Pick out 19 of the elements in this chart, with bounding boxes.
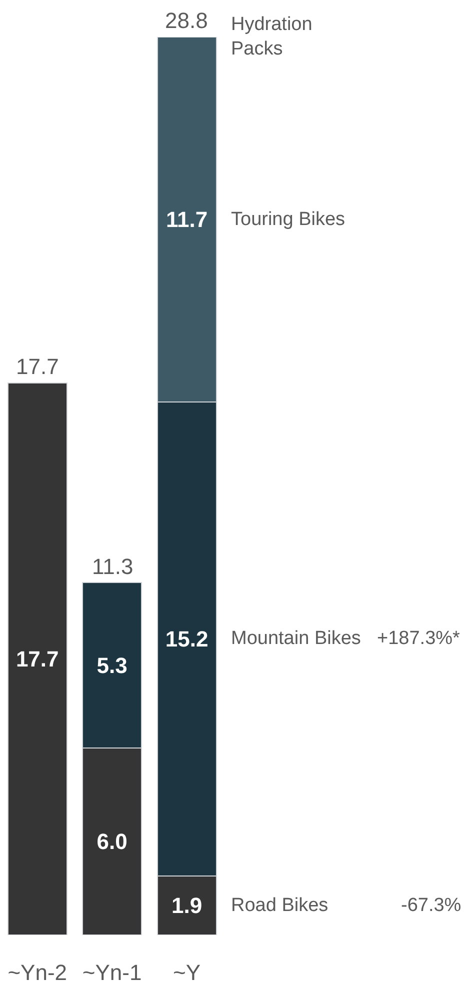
- data-label: 5.3: [96, 652, 128, 678]
- x-tick-label: ~Yn-2: [8, 960, 68, 985]
- total-label: 11.3: [92, 554, 134, 579]
- bar: [7, 382, 68, 935]
- total-label: 17.7: [16, 354, 59, 379]
- x-tick-label: ~Y: [173, 960, 201, 985]
- series-label: Hydration Packs: [231, 14, 312, 60]
- data-label: 6.0: [96, 828, 128, 854]
- data-label: 17.7: [16, 646, 59, 672]
- series-label: Touring Bikes: [231, 209, 346, 230]
- series-label: Mountain Bikes: [231, 628, 361, 649]
- series-label: Road Bikes: [231, 895, 328, 916]
- text: -67.3%: [401, 895, 462, 916]
- x-tick-label: ~Yn-1: [82, 960, 142, 985]
- total-label: 28.8: [165, 8, 208, 33]
- text: +187.3%*: [377, 628, 461, 649]
- data-label: 11.7: [166, 206, 208, 232]
- data-label: 15.2: [165, 626, 208, 652]
- data-label: 1.9: [171, 892, 202, 918]
